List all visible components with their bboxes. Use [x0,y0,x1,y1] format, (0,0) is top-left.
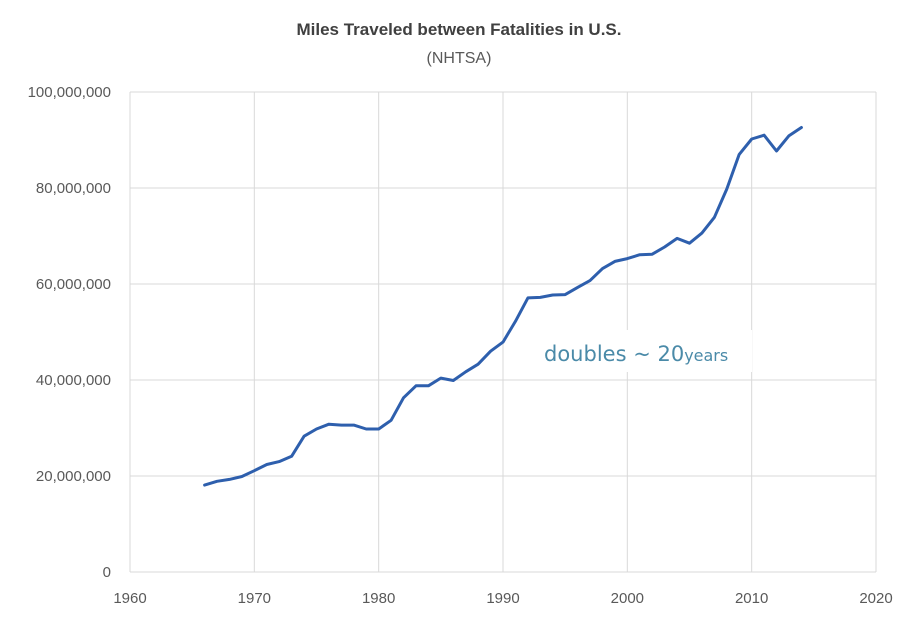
y-axis-ticks: 0 20,000,000 40,000,000 60,000,000 80,000,00… [28,84,111,581]
annotation-main: doubles ~ 20 [544,342,684,366]
annotation-suffix: years [684,346,728,365]
y-tick-label: 100,000,000 [28,84,111,101]
x-tick-label: 1970 [238,590,271,607]
x-tick-label: 1990 [486,590,519,607]
y-tick-label: 80,000,000 [36,180,111,197]
x-axis-ticks: 1960 1970 1980 1990 2000 2010 2020 [113,590,892,607]
annotation-background [536,330,752,372]
x-tick-label: 2000 [611,590,644,607]
y-tick-label: 20,000,000 [36,468,111,485]
x-tick-label: 1980 [362,590,395,607]
chart-subtitle: (NHTSA) [427,50,492,67]
annotation-label: doubles ~ 20years [544,342,728,366]
annotation-group: doubles ~ 20years [536,330,752,372]
series-line [203,126,803,487]
y-tick-label: 0 [103,564,111,581]
x-tick-label: 2020 [859,590,892,607]
chart-title: Miles Traveled between Fatalities in U.S… [296,20,621,39]
y-tick-label: 60,000,000 [36,276,111,293]
series-group [203,126,803,487]
y-tick-label: 40,000,000 [36,372,111,389]
x-tick-label: 2010 [735,590,768,607]
x-tick-label: 1960 [113,590,146,607]
gridlines [129,91,877,573]
